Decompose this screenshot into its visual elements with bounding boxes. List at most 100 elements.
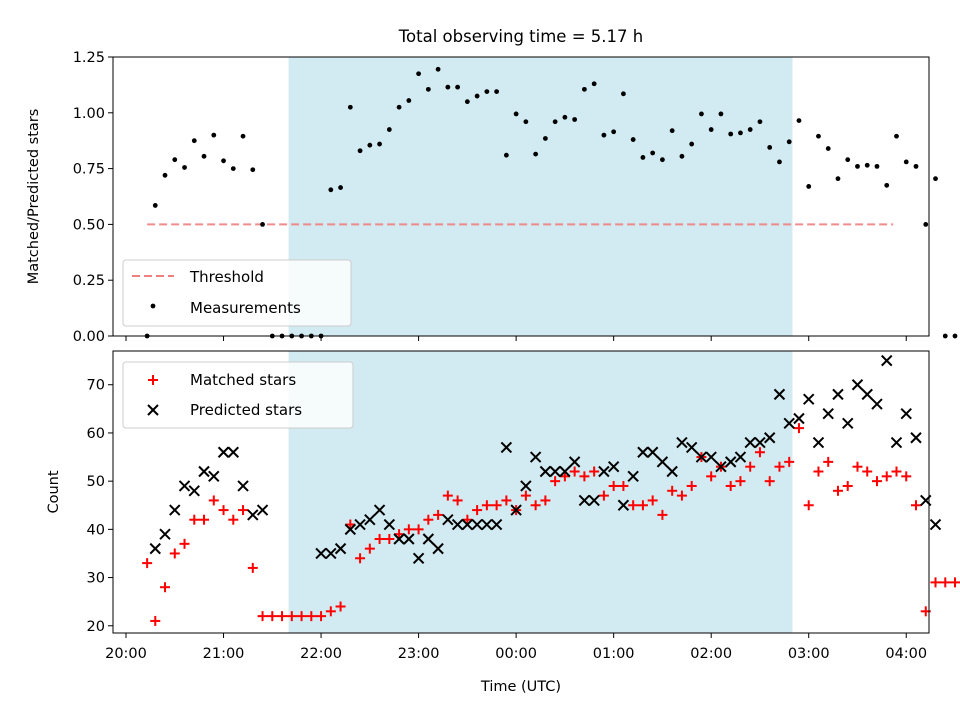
measurement-point	[182, 165, 187, 170]
matched-star-point	[940, 577, 951, 588]
time-x-tick-label: 03:00	[788, 646, 830, 662]
matched-star-point	[891, 466, 902, 477]
predicted-star-point	[383, 518, 396, 531]
measurement-point	[650, 150, 656, 156]
predicted-star-point-b	[607, 460, 620, 473]
matched-star-point	[832, 485, 843, 496]
legend-predicted-label: Predicted stars	[190, 401, 302, 419]
predicted-star-point-b	[676, 436, 688, 449]
predicted-star-point	[812, 436, 825, 449]
observing-window-shading-top	[288, 57, 793, 336]
matched-star-point	[618, 480, 629, 491]
predicted-star-point-b	[851, 379, 864, 391]
measurement-point	[825, 146, 831, 151]
predicted-star-point-b	[627, 470, 639, 483]
predicted-star-point-b	[705, 451, 717, 463]
count-y-tick-label: 20	[87, 619, 105, 635]
matched-star-point	[452, 495, 463, 506]
predicted-star-point	[364, 514, 376, 526]
matched-star-point	[247, 562, 258, 573]
matched-star-point	[540, 495, 551, 506]
measurement-point	[201, 153, 207, 159]
predicted-star-point-b	[754, 436, 766, 449]
matched-star-point	[530, 500, 541, 511]
predicted-stars-points	[149, 354, 942, 564]
ratio-legend: Threshold Measurements	[122, 259, 352, 327]
predicted-star-point-b	[451, 518, 464, 531]
predicted-star-point-b	[237, 480, 249, 492]
measurement-point	[396, 104, 402, 110]
ratio-legend-box	[122, 259, 352, 327]
predicted-star-point	[890, 436, 903, 449]
predicted-star-point-b	[637, 446, 649, 458]
legend-matched-label: Matched stars	[190, 371, 296, 389]
matched-star-point	[910, 500, 921, 511]
matched-star-point	[433, 509, 444, 520]
measurement-point	[464, 99, 470, 105]
predicted-star-point-b	[588, 494, 600, 507]
legend-measurements-label: Measurements	[190, 299, 301, 317]
predicted-star-point-b	[412, 552, 425, 564]
matched-star-point	[735, 476, 746, 487]
predicted-star-point-b	[373, 504, 386, 516]
predicted-star-point	[247, 509, 259, 521]
matched-star-point	[374, 534, 385, 544]
matched-star-point	[745, 461, 756, 472]
predicted-star-point-b	[549, 465, 561, 478]
measurement-point	[357, 148, 363, 154]
measurement-point	[777, 159, 782, 165]
measurement-point	[230, 166, 236, 172]
predicted-star-point	[520, 480, 532, 492]
measurement-point	[884, 182, 890, 188]
predicted-star-point-b	[344, 523, 357, 536]
measurement-point	[728, 131, 734, 137]
predicted-star-point-b	[832, 388, 844, 401]
measurement-points	[144, 66, 958, 339]
predicted-star-point	[198, 465, 210, 478]
predicted-star-point	[393, 533, 405, 545]
matched-star-point	[930, 577, 941, 588]
matched-star-point	[491, 500, 502, 511]
matched-star-point	[423, 514, 434, 525]
matched-star-point	[169, 548, 180, 559]
predicted-star-point	[695, 451, 708, 463]
predicted-star-point-b	[208, 470, 220, 483]
predicted-star-point-b	[461, 518, 474, 531]
matched-star-point	[325, 606, 336, 617]
predicted-star-point	[754, 436, 766, 449]
measurement-point	[494, 89, 500, 94]
predicted-star-point-b	[364, 514, 376, 526]
time-x-tick-label: 04:00	[885, 646, 927, 662]
measurement-point	[240, 133, 246, 139]
observing-window-shading-bottom	[288, 351, 793, 633]
measurement-point	[621, 91, 626, 97]
measurement-point	[523, 119, 529, 125]
measurement-point	[211, 132, 217, 138]
measurement-point	[845, 157, 851, 163]
predicted-star-point	[325, 547, 337, 560]
measurement-point	[445, 84, 451, 90]
predicted-star-point	[539, 465, 552, 478]
predicted-star-point	[793, 412, 805, 425]
legend-measurements-swatch	[150, 303, 156, 309]
predicted-star-point-b	[685, 441, 698, 454]
predicted-star-point	[159, 528, 171, 540]
time-x-tick-label: 20:00	[105, 646, 147, 662]
measurement-point	[747, 127, 753, 132]
predicted-star-point-b	[422, 533, 435, 545]
matched-star-point	[394, 529, 405, 540]
matched-star-point	[725, 480, 736, 491]
predicted-star-point	[471, 518, 483, 531]
predicted-star-point	[315, 547, 327, 560]
ratio-y-axis-label: Matched/Predicted stars	[26, 109, 42, 285]
time-x-tick-label: 02:00	[690, 646, 732, 662]
time-x-tick-label: 00:00	[495, 646, 537, 662]
matched-star-point	[199, 514, 210, 525]
predicted-star-point-b	[812, 436, 825, 449]
legend-predicted-marker	[147, 404, 159, 416]
predicted-star-point-b	[929, 518, 942, 531]
predicted-star-point-b	[198, 465, 210, 478]
predicted-star-point	[412, 552, 425, 564]
predicted-star-point	[627, 470, 639, 483]
predicted-star-point	[666, 465, 678, 478]
